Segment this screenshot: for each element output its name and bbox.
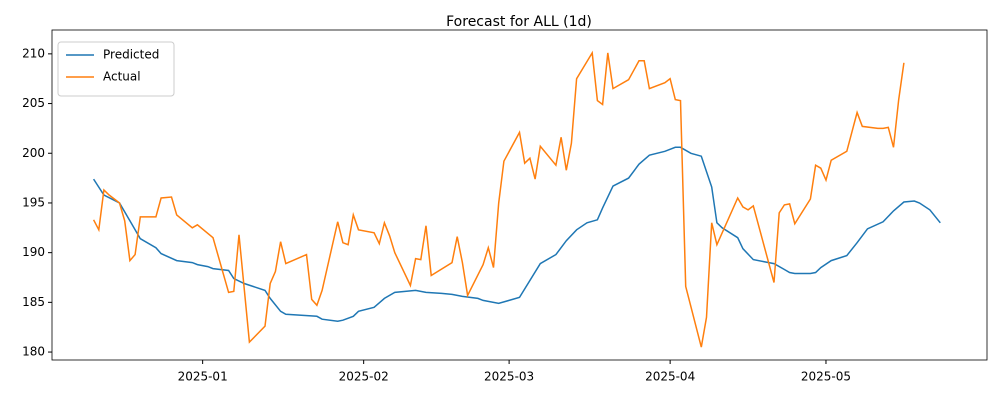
- x-tick-label: 2025-05: [801, 370, 851, 384]
- y-tick-label: 185: [22, 295, 45, 309]
- legend-label: Predicted: [103, 48, 159, 62]
- x-tick-label: 2025-02: [339, 370, 389, 384]
- series-line: [92, 146, 941, 322]
- x-tick-label: 2025-03: [484, 370, 534, 384]
- x-tick-label: 2025-04: [645, 370, 695, 384]
- y-tick-label: 180: [22, 345, 45, 359]
- y-tick-label: 205: [22, 96, 45, 110]
- legend-label: Actual: [103, 70, 141, 84]
- x-tick-label: 2025-01: [178, 370, 228, 384]
- y-tick-label: 200: [22, 146, 45, 160]
- chart-title: Forecast for ALL (1d): [446, 14, 592, 30]
- legend: Predicted Actual: [57, 41, 175, 97]
- y-tick-label: 210: [22, 46, 45, 60]
- y-tick-label: 195: [22, 195, 45, 209]
- series-line: [92, 50, 905, 348]
- plot-frame: [51, 29, 988, 361]
- y-tick-label: 190: [22, 245, 45, 259]
